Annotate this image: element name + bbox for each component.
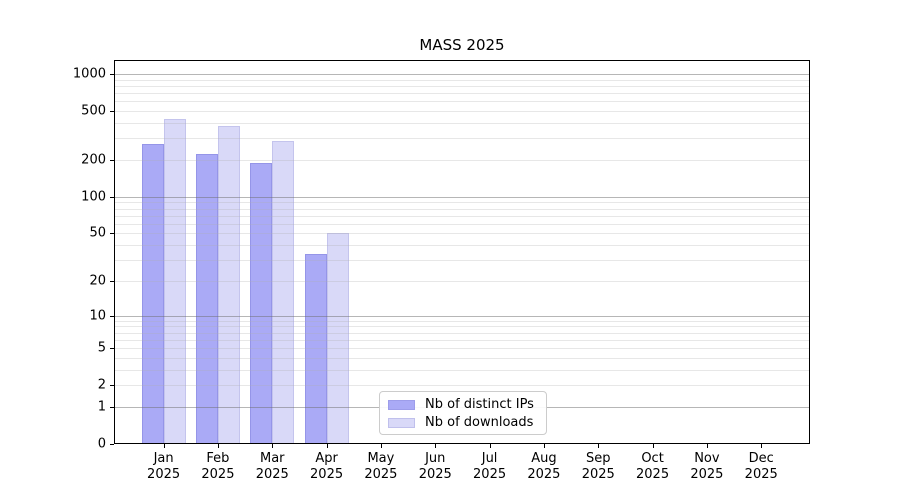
y-tick [110,444,114,445]
minor-gridline [114,160,810,162]
y-tick [110,406,114,408]
y-tick-label: 50 [89,225,106,241]
x-tick [598,444,600,448]
minor-gridline [114,280,810,282]
minor-gridline [114,233,810,235]
x-tick-label: May 2025 [364,451,398,482]
bar-distinct-ips-jan [141,144,164,444]
x-tick-label: Jan 2025 [147,451,181,482]
y-tick [110,348,114,350]
minor-gridline [114,332,810,334]
major-gridline [114,196,810,198]
y-tick-label: 0 [97,436,106,452]
minor-gridline [114,101,810,103]
x-tick [489,444,491,448]
minor-gridline [114,215,810,217]
y-tick [110,315,114,317]
legend-item-distinct-ips: Nb of distinct IPs [388,397,546,413]
bar-distinct-ips-feb [195,154,218,444]
y-tick [110,160,114,162]
y-tick-label: 100 [81,189,106,205]
x-tick [163,444,165,448]
minor-gridline [114,339,810,341]
legend-swatch-downloads-icon [388,418,415,428]
minor-gridline [114,208,810,210]
legend: Nb of distinct IPs Nb of downloads [379,391,547,435]
x-tick [652,444,654,448]
chart-title: MASS 2025 [419,36,505,54]
minor-gridline [114,357,810,359]
x-tick-label: Oct 2025 [636,451,670,482]
x-tick [543,444,545,448]
legend-label-downloads: Nb of downloads [425,415,534,430]
major-gridline [114,74,810,76]
minor-gridline [114,123,810,125]
bar-distinct-ips-mar [250,163,273,444]
minor-gridline [114,79,810,81]
y-tick [110,74,114,76]
minor-gridline [114,260,810,262]
x-tick [761,444,763,448]
y-tick-label: 200 [81,152,106,168]
x-tick [272,444,274,448]
x-tick-label: Aug 2025 [527,451,561,482]
minor-gridline [114,111,810,113]
bar-downloads-apr [326,233,349,444]
x-tick-label: Feb 2025 [201,451,235,482]
x-tick-label: Mar 2025 [255,451,289,482]
plot-area: Nb of distinct IPs Nb of downloads 0 1 2 5 1… [73,60,810,482]
minor-gridline [114,223,810,225]
minor-gridline [114,138,810,140]
legend-label-distinct-ips: Nb of distinct IPs [425,397,534,412]
legend-swatch-distinct-ips-icon [388,400,415,410]
minor-gridline [114,369,810,371]
x-tick-label: Jun 2025 [418,451,452,482]
legend-item-downloads: Nb of downloads [388,415,546,431]
minor-gridline [114,85,810,87]
y-tick-label: 2 [97,377,106,393]
minor-gridline [114,245,810,247]
bar-downloads-feb [217,126,240,444]
minor-gridline [114,202,810,204]
x-tick [706,444,708,448]
y-tick-label: 5 [97,340,106,356]
y-tick-label: 10 [89,308,106,324]
y-tick-label: 1 [97,399,106,415]
x-tick-label: Nov 2025 [690,451,724,482]
x-tick [326,444,328,448]
minor-gridline [114,385,810,387]
major-gridline [114,315,810,317]
y-tick-label: 1000 [72,66,106,82]
y-tick [110,196,114,198]
x-tick-label: Apr 2025 [310,451,344,482]
x-tick-label: Jul 2025 [473,451,507,482]
minor-gridline [114,320,810,322]
minor-gridline [114,93,810,95]
x-tick-label: Sep 2025 [581,451,615,482]
y-tick [110,280,114,282]
x-tick [217,444,219,448]
bar-downloads-mar [272,140,295,444]
y-tick [110,385,114,387]
y-tick-label: 500 [81,103,106,119]
x-tick-label: Dec 2025 [744,451,778,482]
minor-gridline [114,326,810,328]
x-tick [435,444,437,448]
y-tick [110,233,114,235]
y-tick [110,111,114,113]
x-tick [380,444,382,448]
y-tick-label: 20 [89,273,106,289]
minor-gridline [114,348,810,350]
